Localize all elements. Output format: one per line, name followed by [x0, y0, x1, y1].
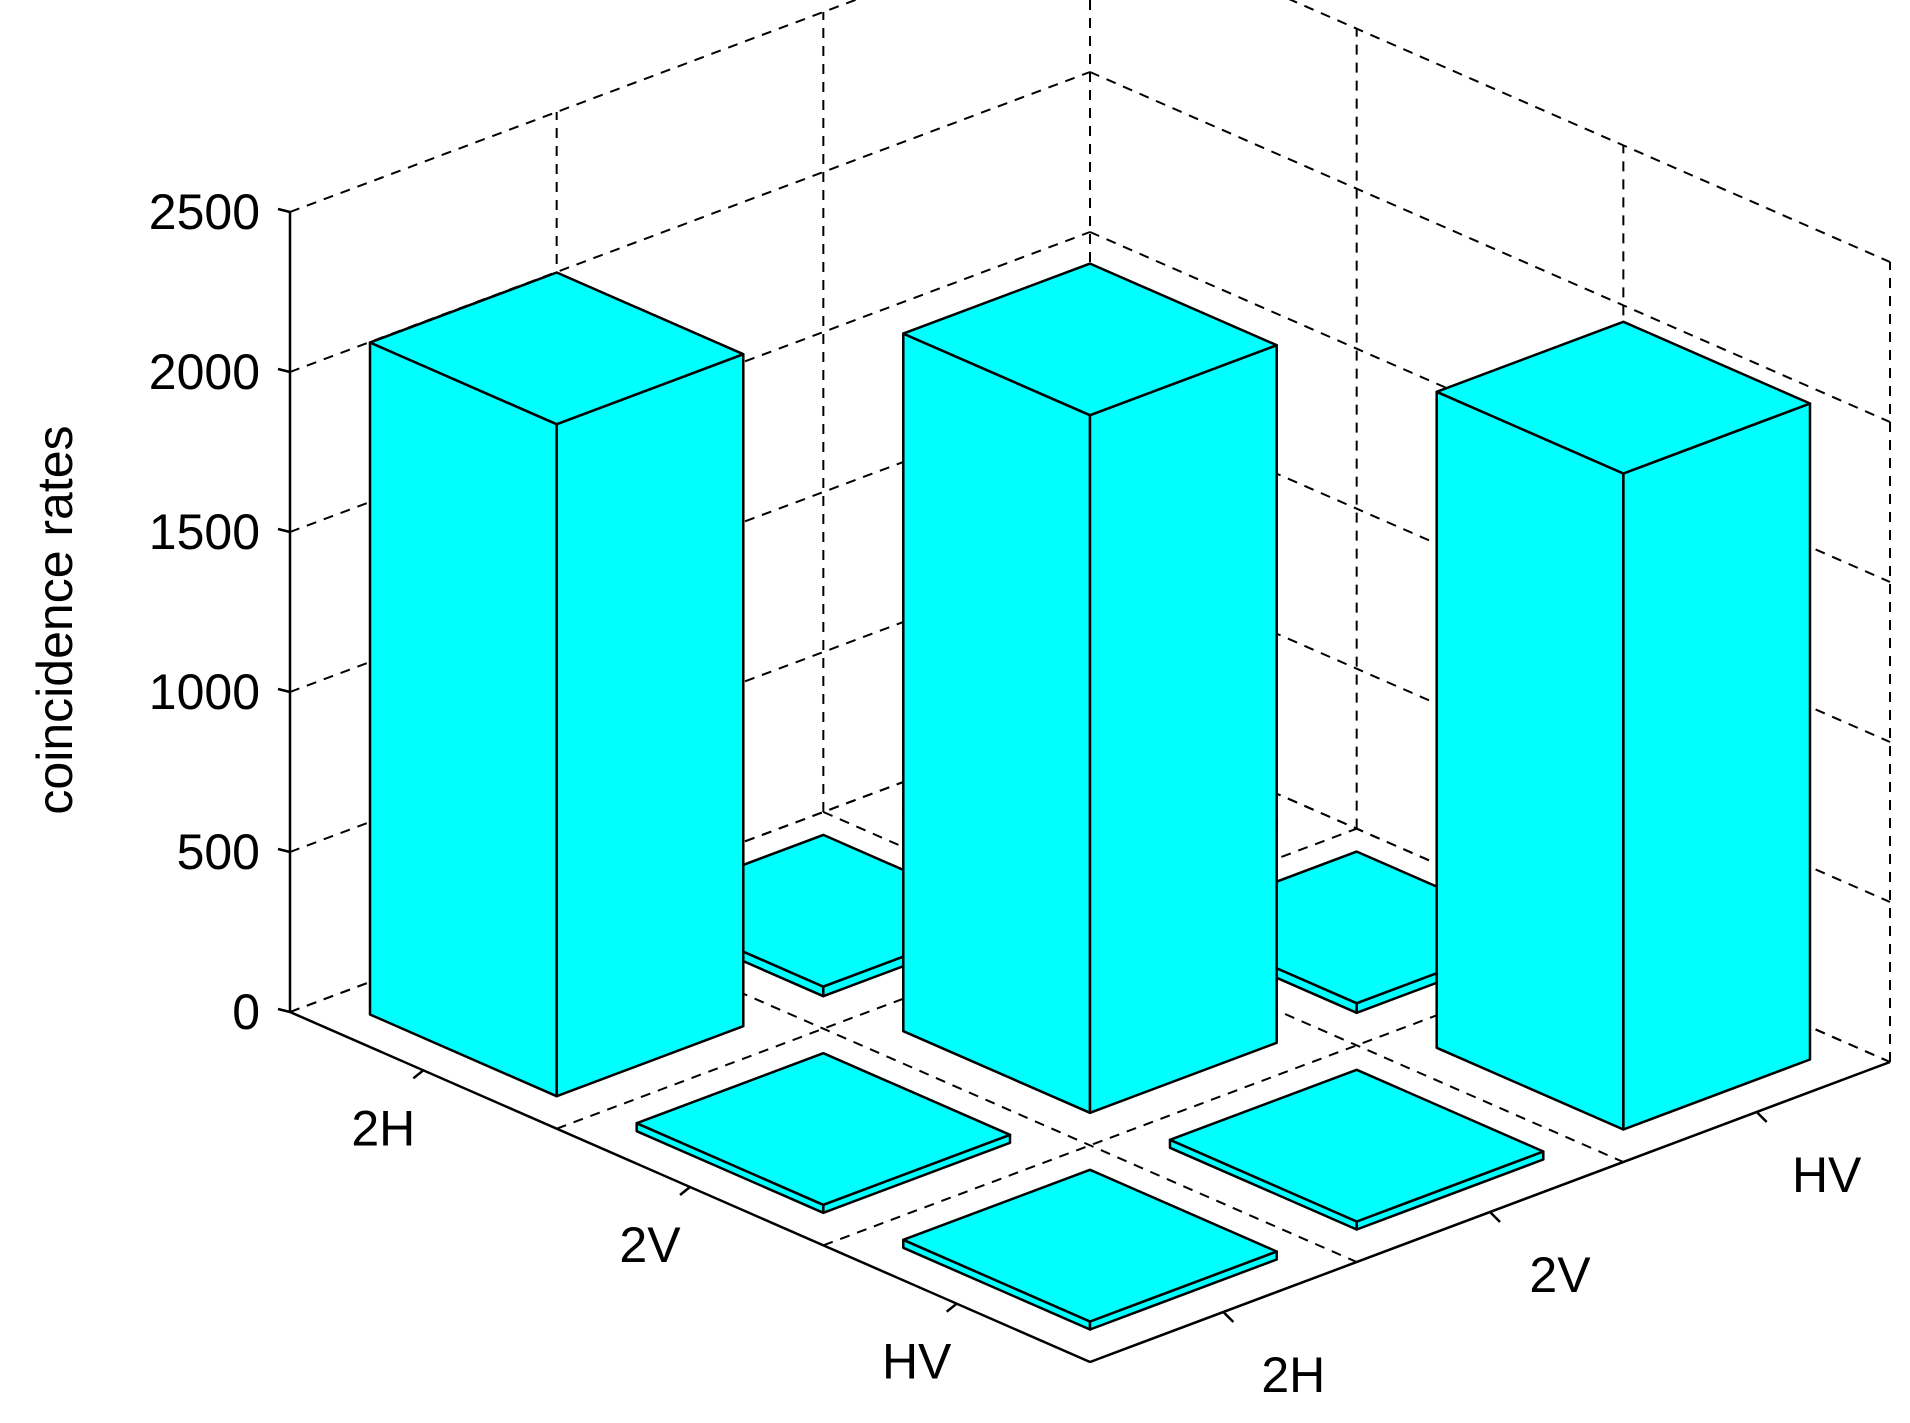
- bar-HV-HV: [1435, 320, 1812, 1131]
- col-tick-mark: [1222, 1311, 1235, 1323]
- col-tick-label: 2H: [1261, 1347, 1325, 1403]
- bar-top: [1435, 320, 1812, 475]
- row-tick-label: 2H: [351, 1100, 415, 1156]
- bar-top: [1168, 1068, 1545, 1223]
- col-tick-mark: [1489, 1211, 1501, 1223]
- z-tick-mark: [277, 527, 291, 534]
- z-tick-label: 500: [177, 824, 260, 880]
- bar-2H-2H: [368, 271, 745, 1098]
- axis-lines: [277, 207, 1891, 1364]
- col-tick-mark: [1755, 1111, 1768, 1123]
- bar-face: [555, 352, 745, 1098]
- z-tick-mark: [277, 847, 291, 854]
- bar-2V-2V: [902, 262, 1278, 1115]
- z-tick-label: 1500: [149, 504, 260, 560]
- z-tick-mark: [277, 1007, 291, 1014]
- z-axis-title: coincidence rates: [27, 425, 83, 814]
- z-tick-label: 1000: [149, 664, 260, 720]
- col-tick-label: 2V: [1529, 1247, 1591, 1303]
- row-tick-mark: [679, 1186, 691, 1196]
- bar-face: [368, 341, 558, 1098]
- row-tick-mark: [945, 1302, 958, 1313]
- z-tick-mark: [277, 367, 291, 374]
- bar-top: [902, 262, 1278, 417]
- tick-labels: 0 500 1000 1500 2000 2500 2H 2V HV 2H 2V HV: [149, 184, 1862, 1403]
- z-tick-label: 2500: [149, 184, 260, 240]
- z-tick-label: 0: [232, 984, 260, 1040]
- col-tick-label: HV: [1792, 1147, 1862, 1203]
- bars: [368, 262, 1812, 1331]
- grid-line: [1089, 71, 1891, 423]
- bar-top: [635, 1051, 1012, 1207]
- row-tick-mark: [412, 1069, 425, 1080]
- row-tick-label: HV: [882, 1334, 952, 1390]
- z-tick-label: 2000: [149, 344, 260, 400]
- bar-HV-2V: [1168, 1068, 1545, 1231]
- bar-2V-2H: [635, 1051, 1012, 1215]
- bar-face: [1088, 343, 1278, 1115]
- bar-face: [1622, 402, 1812, 1131]
- bar-top: [902, 1168, 1278, 1323]
- z-tick-mark: [277, 207, 291, 214]
- bar-HV-2H: [902, 1168, 1278, 1331]
- bar-face: [902, 332, 1092, 1115]
- bar-face: [1435, 390, 1625, 1131]
- grid-line: [1288, 0, 1891, 263]
- bar-top: [368, 271, 745, 426]
- row-tick-label: 2V: [619, 1217, 681, 1273]
- grid-line: [289, 0, 859, 213]
- z-tick-mark: [277, 687, 291, 694]
